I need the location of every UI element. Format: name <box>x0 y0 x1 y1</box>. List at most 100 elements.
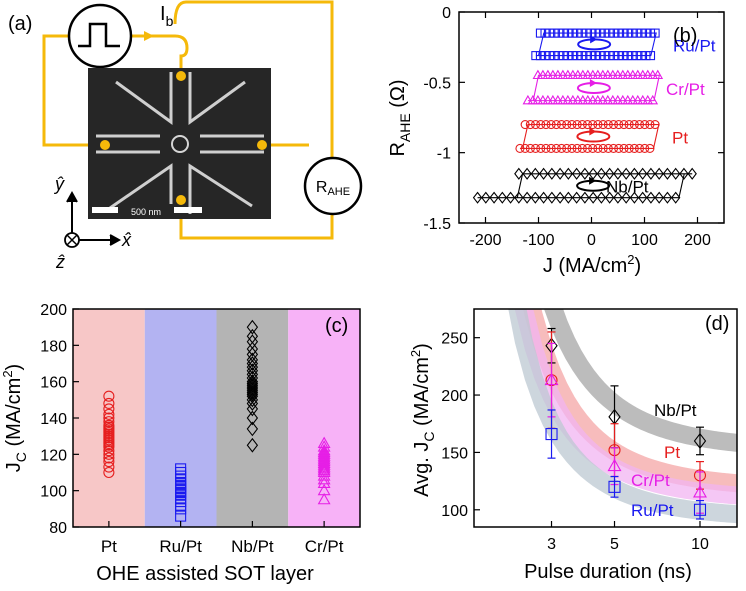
b-point <box>563 28 573 38</box>
c-point <box>317 492 331 505</box>
b-xtick-label: 100 <box>631 232 658 249</box>
b-point <box>652 69 664 80</box>
b-point <box>614 119 624 130</box>
b-point <box>588 167 598 180</box>
b-point <box>530 143 541 153</box>
b-point <box>641 51 651 61</box>
c-point <box>103 466 115 479</box>
b-point <box>580 191 590 204</box>
b-point <box>545 51 555 61</box>
b-point <box>629 191 640 204</box>
b-point <box>551 143 561 153</box>
b-point <box>588 119 598 130</box>
c-xtick-label: Ru/Pt <box>159 537 202 556</box>
c-ytick-label: 80 <box>49 520 67 537</box>
c-point <box>317 436 331 448</box>
contact-top <box>176 71 186 81</box>
b-point <box>608 143 619 153</box>
b-sweep-arrowhead-icon <box>589 176 597 185</box>
b-ytick-label: 0 <box>442 5 451 22</box>
b-point <box>629 119 639 130</box>
ahe-meter <box>303 156 363 216</box>
b-point <box>623 51 633 61</box>
c-point <box>317 440 331 452</box>
c-point <box>246 410 259 426</box>
d-bands <box>508 309 737 524</box>
b-xtick-label: 0 <box>587 232 596 249</box>
c-point <box>103 461 115 473</box>
b-point <box>627 51 637 61</box>
contact-left <box>100 140 110 150</box>
b-point <box>619 143 629 153</box>
panel-a-schematic: (a) Ib 500 nm RAHE <box>8 0 363 272</box>
c-ytick-label: 140 <box>40 411 67 428</box>
b-point <box>621 167 631 180</box>
c-point <box>317 449 331 461</box>
b-point <box>654 191 664 204</box>
b-point <box>613 51 623 61</box>
b-point <box>646 191 656 204</box>
b-point <box>609 51 619 61</box>
b-point <box>567 51 578 61</box>
b-point <box>581 51 591 61</box>
b-point <box>645 119 655 130</box>
b-point <box>650 119 660 130</box>
b-point <box>540 28 550 38</box>
b-point <box>577 28 587 38</box>
b-series-label: Ru/Pt <box>673 36 716 55</box>
b-point <box>563 167 574 180</box>
b-point <box>556 143 567 153</box>
b-point <box>647 94 659 105</box>
b-point <box>595 51 605 61</box>
c-point <box>317 461 331 474</box>
b-point <box>538 191 549 204</box>
d-ytick-label: 150 <box>441 445 468 462</box>
b-point <box>536 119 546 130</box>
b-point <box>598 143 608 153</box>
b-point <box>572 119 582 130</box>
b-point <box>520 119 530 130</box>
b-point <box>650 28 660 38</box>
d-series-label: Nb/Pt <box>654 401 697 420</box>
meter-label: RAHE <box>316 179 350 198</box>
b-point <box>520 143 530 153</box>
b-point <box>571 167 582 180</box>
d-panel-label: (d) <box>705 313 729 335</box>
c-ytick-label: 180 <box>40 338 67 355</box>
b-series-label: Cr/Pt <box>666 80 705 99</box>
b-point <box>608 119 619 130</box>
b-point <box>505 191 516 204</box>
b-point <box>603 119 613 130</box>
c-plot-area: 80 100 120 140 160 180 200 Pt Ru/Pt Nb/Pt Cr/Pt <box>40 302 361 556</box>
c-xtick-label: Cr/Pt <box>305 537 344 556</box>
b-point <box>549 51 559 61</box>
d-band-Ru/Pt <box>508 309 737 524</box>
b-point <box>515 143 525 153</box>
b-point <box>604 51 614 61</box>
c-point <box>317 465 331 478</box>
b-point <box>600 28 610 38</box>
b-point <box>562 119 572 130</box>
b-point <box>572 143 582 153</box>
c-point <box>246 319 259 335</box>
b-point <box>567 119 577 130</box>
d-point <box>693 485 707 498</box>
b-point <box>645 51 656 61</box>
c-point <box>103 416 115 428</box>
b-point <box>623 28 633 38</box>
c-point <box>317 451 331 463</box>
b-point <box>536 143 546 153</box>
b-point <box>514 167 524 180</box>
c-point <box>246 328 259 344</box>
d-plot-area: Nb/Pt Pt Cr/Pt Ru/Pt 100 150 200 250 3 5 10 <box>441 308 738 553</box>
scale-bar-text: 500 nm <box>131 207 161 217</box>
b-point <box>604 167 615 180</box>
c-point <box>317 463 331 476</box>
b-point <box>590 51 601 61</box>
b-point <box>670 167 681 180</box>
b-point <box>572 28 582 38</box>
b-point <box>554 51 564 61</box>
b-point <box>530 119 541 130</box>
c-point <box>246 352 259 368</box>
b-point <box>580 167 590 180</box>
